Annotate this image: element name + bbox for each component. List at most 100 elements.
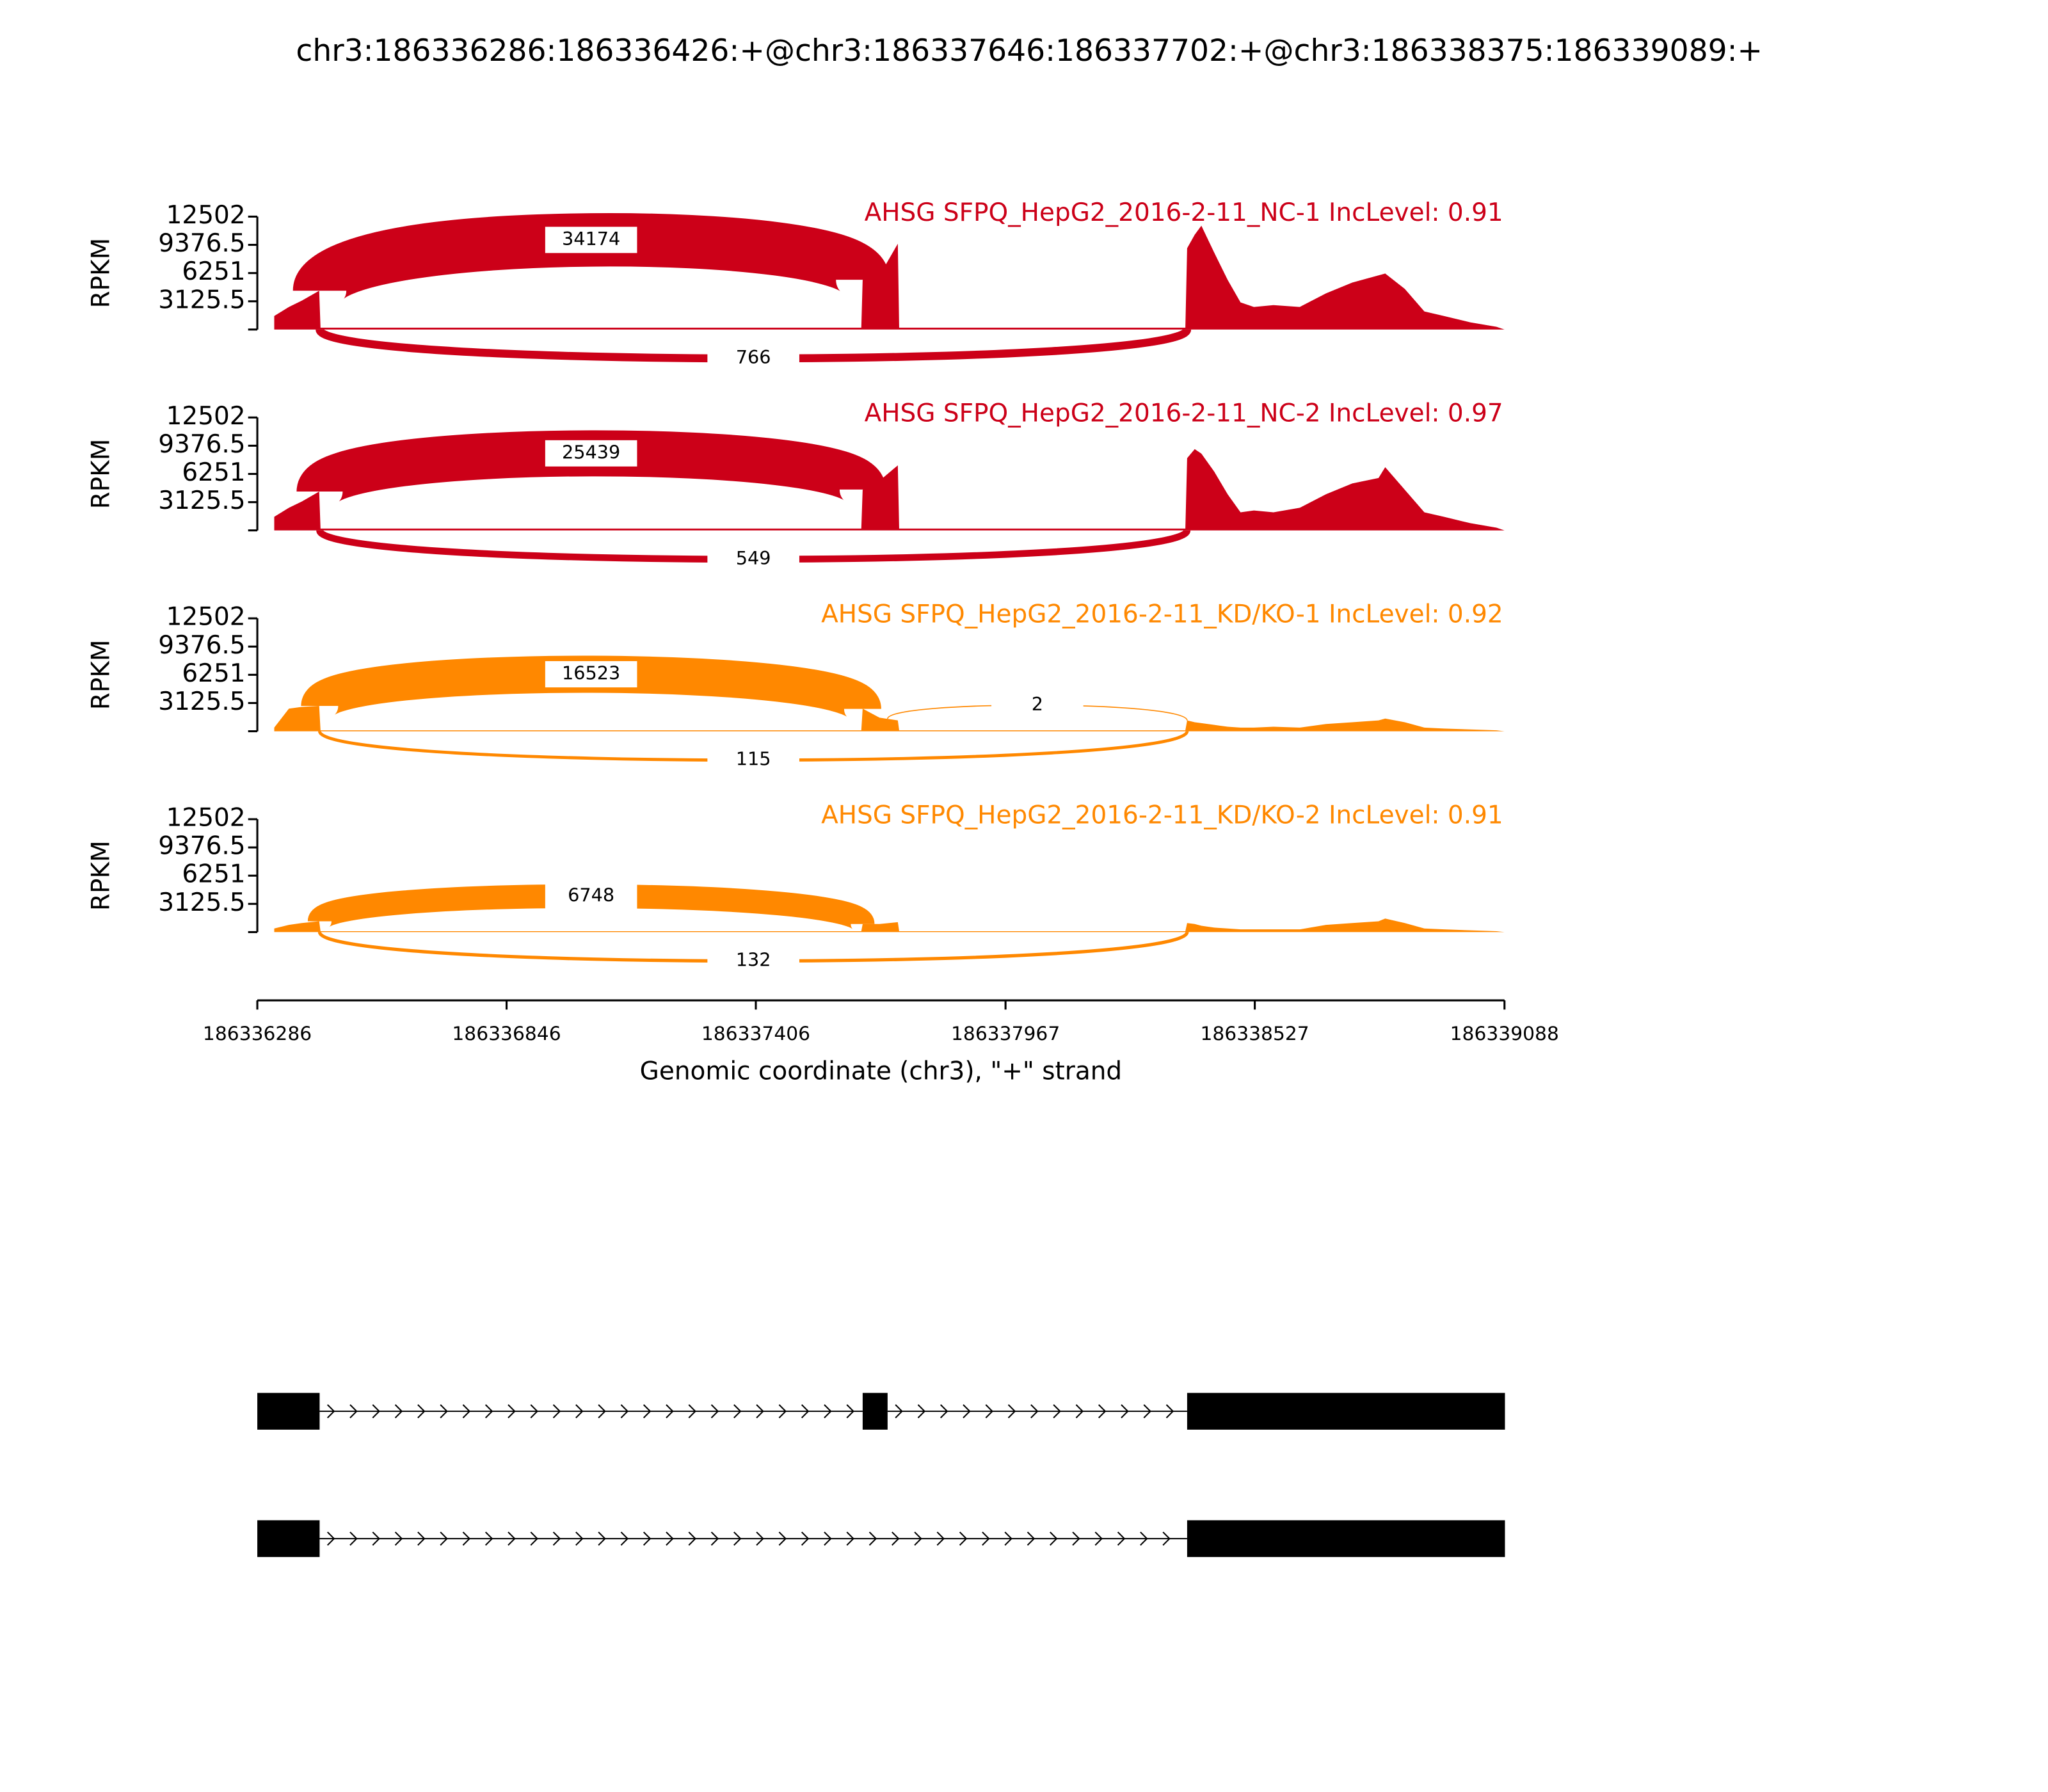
coverage-area [274, 449, 1505, 531]
strand-chevron [394, 1532, 403, 1546]
strand-chevron [985, 1404, 993, 1419]
strand-chevron [824, 1404, 832, 1419]
y-tick-label: 6251 [182, 458, 245, 487]
y-tick-label: 3125.5 [158, 687, 245, 716]
y-tick-label: 9376.5 [158, 832, 245, 861]
strand-chevron [508, 1404, 516, 1419]
exon [1187, 1520, 1505, 1557]
exon [862, 1393, 888, 1430]
strand-chevron [530, 1404, 538, 1419]
strand-chevron [484, 1404, 493, 1419]
strand-chevron [1162, 1532, 1171, 1546]
strand-chevron [688, 1532, 696, 1546]
strand-chevron [778, 1404, 787, 1419]
strand-chevron [710, 1532, 719, 1546]
y-tick-label: 6251 [182, 257, 245, 286]
strand-chevron [1094, 1532, 1103, 1546]
x-tick-label: 186336846 [452, 1023, 561, 1045]
junction-label-box [707, 546, 799, 573]
strand-chevron [462, 1404, 471, 1419]
strand-chevron [1075, 1404, 1084, 1419]
strand-chevron [1072, 1532, 1080, 1546]
strand-chevron [598, 1404, 606, 1419]
y-tick-label: 12502 [166, 603, 246, 632]
junction-label: 766 [736, 346, 771, 368]
strand-chevron [1050, 1532, 1058, 1546]
strand-chevron [440, 1404, 448, 1419]
strand-chevron [620, 1404, 629, 1419]
strand-chevron [530, 1532, 538, 1546]
strand-chevron [372, 1532, 380, 1546]
junction-label: 2 [1032, 693, 1043, 715]
strand-chevron [892, 1532, 900, 1546]
y-tick-label: 9376.5 [158, 430, 245, 459]
junction-label: 34174 [562, 228, 620, 250]
strand-chevron [846, 1404, 854, 1419]
strand-chevron [959, 1532, 968, 1546]
y-tick-label: 12502 [166, 402, 246, 431]
strand-chevron [1007, 1404, 1016, 1419]
junction-label: 132 [736, 949, 771, 971]
x-tick-label: 186337406 [701, 1023, 810, 1045]
strand-chevron [666, 1404, 674, 1419]
y-tick-label: 12502 [166, 804, 246, 833]
junction-label: 25439 [562, 441, 620, 463]
junction-label-box [707, 345, 799, 372]
junction-label: 115 [736, 748, 771, 770]
coverage-area [274, 225, 1505, 330]
strand-chevron [895, 1404, 903, 1419]
x-tick-label: 186337967 [951, 1023, 1060, 1045]
y-tick-label: 9376.5 [158, 631, 245, 660]
strand-chevron [394, 1404, 403, 1419]
junction-label-box [991, 692, 1084, 719]
strand-chevron [868, 1532, 877, 1546]
y-tick-label: 6251 [182, 659, 245, 688]
y-tick-label: 12502 [166, 201, 246, 230]
y-axis-label: RPKM [87, 439, 116, 509]
coverage-area [274, 918, 1505, 932]
strand-chevron [846, 1532, 854, 1546]
strand-chevron [462, 1532, 471, 1546]
junction-label: 16523 [562, 662, 620, 684]
strand-chevron [417, 1532, 426, 1546]
strand-chevron [1053, 1404, 1061, 1419]
panel-label: AHSG SFPQ_HepG2_2016-2-11_KD/KO-2 IncLev… [821, 801, 1503, 829]
strand-chevron [326, 1532, 335, 1546]
junction-label-box [545, 440, 637, 467]
strand-chevron [756, 1404, 764, 1419]
x-tick-label: 186338527 [1200, 1023, 1309, 1045]
strand-chevron [801, 1532, 810, 1546]
panel-label: AHSG SFPQ_HepG2_2016-2-11_NC-1 IncLevel:… [865, 198, 1503, 227]
junction-label: 549 [736, 547, 771, 569]
junction-label-box [707, 747, 799, 774]
strand-chevron [1121, 1404, 1129, 1419]
strand-chevron [733, 1404, 742, 1419]
junction-label-box [545, 661, 637, 688]
strand-chevron [484, 1532, 493, 1546]
strand-chevron [801, 1404, 810, 1419]
panel-label: AHSG SFPQ_HepG2_2016-2-11_NC-2 IncLevel:… [865, 399, 1503, 428]
strand-chevron [552, 1532, 561, 1546]
strand-chevron [508, 1532, 516, 1546]
y-axis-label: RPKM [87, 238, 116, 308]
y-tick-label: 3125.5 [158, 888, 245, 917]
x-tick-label: 186336286 [203, 1023, 312, 1045]
strand-chevron [598, 1532, 606, 1546]
coverage-area [274, 706, 1505, 732]
strand-chevron [643, 1532, 652, 1546]
strand-chevron [349, 1532, 358, 1546]
x-axis-label: Genomic coordinate (chr3), "+" strand [640, 1057, 1122, 1085]
strand-chevron [1027, 1532, 1036, 1546]
panel-label: AHSG SFPQ_HepG2_2016-2-11_KD/KO-1 IncLev… [821, 600, 1503, 629]
strand-chevron [914, 1532, 922, 1546]
strand-chevron [620, 1532, 629, 1546]
x-tick-label: 186339088 [1450, 1023, 1559, 1045]
strand-chevron [1004, 1532, 1012, 1546]
strand-chevron [688, 1404, 696, 1419]
strand-chevron [756, 1532, 764, 1546]
strand-chevron [372, 1404, 380, 1419]
y-axis-label: RPKM [87, 840, 116, 911]
exon [257, 1393, 320, 1430]
strand-chevron [710, 1404, 719, 1419]
